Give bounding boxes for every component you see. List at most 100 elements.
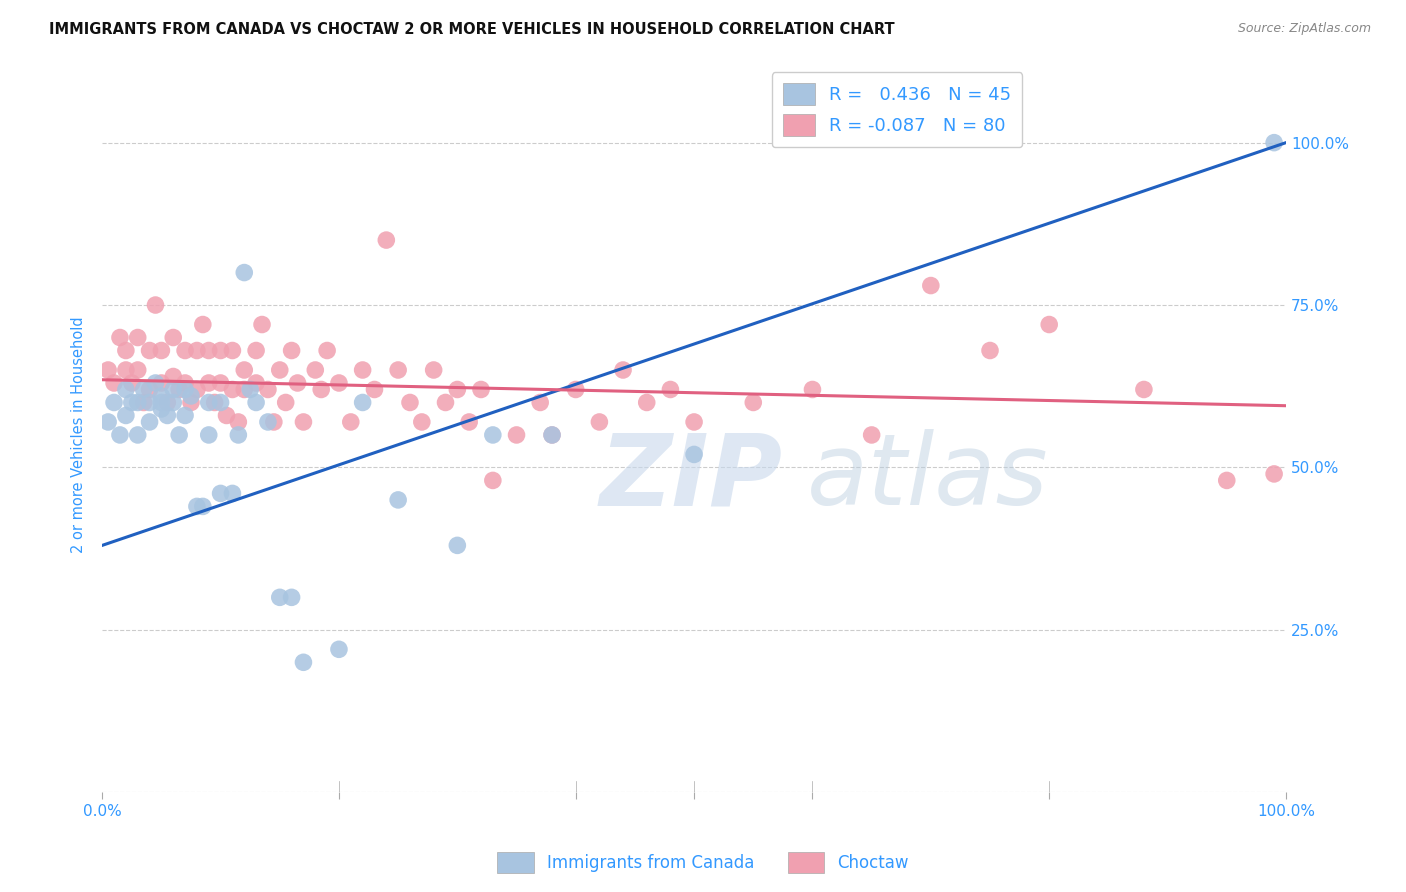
Point — [162, 383, 184, 397]
Text: Source: ZipAtlas.com: Source: ZipAtlas.com — [1237, 22, 1371, 36]
Point — [174, 343, 197, 358]
Point — [138, 343, 160, 358]
Point — [1216, 474, 1239, 488]
Point — [263, 415, 285, 429]
Point — [245, 395, 267, 409]
Point — [659, 383, 682, 397]
Point — [458, 415, 481, 429]
Point — [274, 395, 297, 409]
Point — [150, 395, 173, 409]
Point — [221, 383, 243, 397]
Point — [304, 363, 326, 377]
Point — [239, 383, 262, 397]
Point — [197, 376, 219, 390]
Point — [257, 415, 280, 429]
Point — [180, 395, 202, 409]
Point — [1263, 136, 1285, 150]
Point — [167, 428, 190, 442]
Point — [197, 428, 219, 442]
Point — [150, 343, 173, 358]
Point — [683, 447, 706, 461]
Point — [115, 363, 138, 377]
Point — [363, 383, 385, 397]
Point — [387, 363, 409, 377]
Point — [287, 376, 309, 390]
Point — [221, 343, 243, 358]
Point — [156, 395, 179, 409]
Point — [280, 343, 302, 358]
Point — [352, 363, 374, 377]
Point — [132, 383, 155, 397]
Point — [186, 383, 208, 397]
Point — [742, 395, 765, 409]
Point — [121, 395, 143, 409]
Point — [174, 409, 197, 423]
Point — [375, 233, 398, 247]
Point — [138, 383, 160, 397]
Point — [280, 591, 302, 605]
Point — [191, 500, 214, 514]
Point — [233, 266, 256, 280]
Legend: R =   0.436   N = 45, R = -0.087   N = 80: R = 0.436 N = 45, R = -0.087 N = 80 — [772, 72, 1022, 147]
Text: IMMIGRANTS FROM CANADA VS CHOCTAW 2 OR MORE VEHICLES IN HOUSEHOLD CORRELATION CH: IMMIGRANTS FROM CANADA VS CHOCTAW 2 OR M… — [49, 22, 894, 37]
Y-axis label: 2 or more Vehicles in Household: 2 or more Vehicles in Household — [72, 317, 86, 553]
Point — [801, 383, 824, 397]
Point — [612, 363, 634, 377]
Legend: Immigrants from Canada, Choctaw: Immigrants from Canada, Choctaw — [491, 846, 915, 880]
Point — [257, 383, 280, 397]
Point — [588, 415, 610, 429]
Point — [150, 376, 173, 390]
Point — [233, 383, 256, 397]
Point — [328, 642, 350, 657]
Point — [174, 376, 197, 390]
Point — [215, 409, 238, 423]
Point — [541, 428, 564, 442]
Point — [860, 428, 883, 442]
Point — [920, 278, 942, 293]
Point — [162, 369, 184, 384]
Point — [482, 428, 505, 442]
Point — [162, 330, 184, 344]
Point — [115, 383, 138, 397]
Point — [97, 415, 120, 429]
Point — [245, 343, 267, 358]
Point — [1133, 383, 1156, 397]
Point — [103, 395, 125, 409]
Point — [204, 395, 226, 409]
Point — [138, 395, 160, 409]
Point — [1038, 318, 1060, 332]
Point — [340, 415, 363, 429]
Point — [250, 318, 273, 332]
Point — [121, 376, 143, 390]
Point — [209, 395, 232, 409]
Point — [233, 363, 256, 377]
Point — [541, 428, 564, 442]
Point — [309, 383, 332, 397]
Point — [127, 395, 149, 409]
Point — [209, 486, 232, 500]
Point — [316, 343, 339, 358]
Point — [132, 395, 155, 409]
Point — [387, 492, 409, 507]
Point — [446, 538, 468, 552]
Point — [145, 376, 167, 390]
Point — [115, 343, 138, 358]
Point — [115, 409, 138, 423]
Point — [292, 655, 315, 669]
Point — [269, 591, 291, 605]
Point — [422, 363, 444, 377]
Point — [1263, 467, 1285, 481]
Point — [979, 343, 1001, 358]
Point — [564, 383, 586, 397]
Point — [636, 395, 658, 409]
Point — [446, 383, 468, 397]
Point — [150, 401, 173, 416]
Point — [197, 395, 219, 409]
Point — [186, 343, 208, 358]
Point — [180, 389, 202, 403]
Point — [191, 318, 214, 332]
Point — [108, 428, 131, 442]
Point — [328, 376, 350, 390]
Point — [221, 486, 243, 500]
Point — [145, 298, 167, 312]
